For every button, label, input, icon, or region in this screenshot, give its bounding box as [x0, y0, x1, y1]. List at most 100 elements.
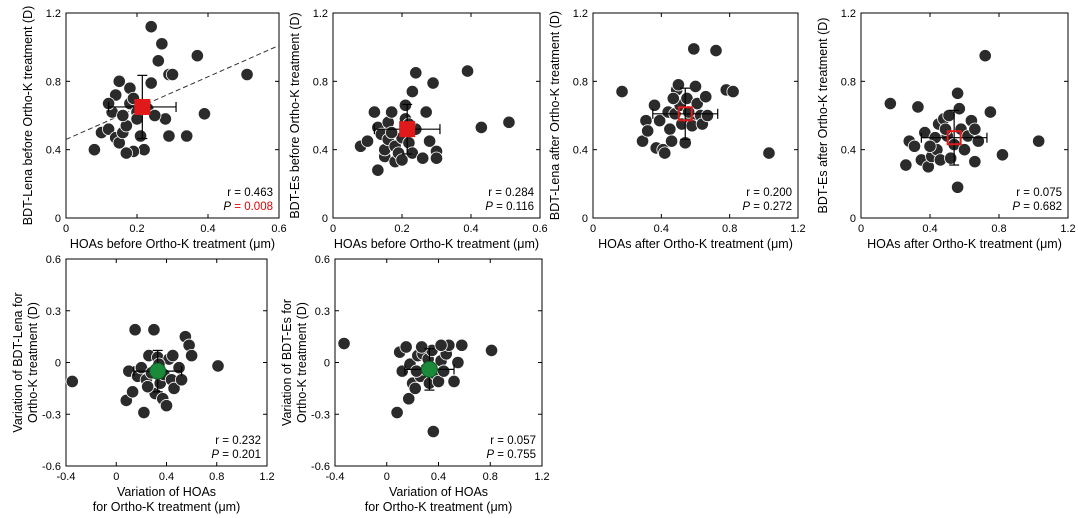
- y-axis-label: Variation of BDT-Lena for: [11, 292, 25, 432]
- x-tick-label: 0: [113, 471, 119, 483]
- data-point: [923, 139, 937, 153]
- data-point: [426, 76, 440, 90]
- x-tick-label: 0.4: [159, 471, 174, 483]
- p-value-label: P = 0.272: [742, 201, 792, 213]
- x-tick-label: 0.4: [922, 223, 937, 235]
- data-point: [687, 42, 701, 56]
- y-axis-label: BDT-Lena before Ortho-K treatment (D): [21, 6, 35, 226]
- r-value-label: r = 0.075: [1016, 187, 1062, 199]
- x-tick-label: 1.2: [259, 471, 274, 483]
- data-point: [148, 108, 162, 123]
- x-axis-label: for Ortho-K treatment (μm): [365, 500, 513, 514]
- data-point: [167, 381, 181, 395]
- data-point: [102, 122, 116, 136]
- data-point: [405, 84, 419, 99]
- data-point: [147, 323, 161, 337]
- x-tick-label: -0.4: [326, 471, 345, 483]
- x-tick-label: 0.8: [209, 471, 224, 483]
- x-tick-label: 0: [330, 223, 336, 235]
- chart-panel-3: 0 0.4 0.8 1.2 0 0.4 0.8 1.2 HOAs after Ortho-K t…: [548, 8, 806, 251]
- y-tick-label: -0.3: [42, 409, 61, 421]
- y-tick-label: 0.8: [841, 76, 856, 88]
- y-tick-label: 1.2: [841, 8, 856, 20]
- y-tick-label: -0.3: [311, 409, 330, 421]
- x-axis-label: Variation of HOAs: [117, 485, 216, 499]
- p-symbol: P: [486, 449, 494, 461]
- p-value: = 0.116: [496, 201, 534, 213]
- p-symbol: P: [742, 201, 750, 213]
- data-point: [671, 78, 686, 92]
- data-point: [663, 122, 677, 136]
- p-value-label: P = 0.755: [486, 449, 536, 461]
- y-tick-label: 0: [55, 213, 61, 225]
- y-tick-label: 1.2: [573, 8, 588, 20]
- data-point: [144, 20, 158, 34]
- y-axis-label: BDT-Es after Ortho-K treatment (D): [816, 18, 830, 214]
- data-point: [938, 122, 953, 136]
- p-symbol: P: [1012, 201, 1020, 213]
- data-point: [416, 151, 430, 165]
- data-point: [429, 151, 444, 165]
- y-tick-label: 0: [582, 213, 588, 225]
- y-tick-label: 0.3: [315, 306, 330, 318]
- y-tick-label: 0.4: [841, 145, 856, 157]
- data-point: [950, 86, 965, 100]
- data-point: [434, 338, 448, 352]
- p-value-label: P = 0.682: [1012, 201, 1062, 213]
- data-point: [133, 129, 148, 143]
- y-tick-label: 1.2: [46, 8, 61, 20]
- x-tick-label: 0.2: [394, 223, 409, 235]
- data-point: [409, 66, 423, 80]
- data-point: [385, 125, 399, 140]
- data-point: [240, 67, 254, 82]
- data-point: [995, 148, 1010, 162]
- x-tick-label: 0.2: [129, 223, 144, 235]
- x-tick-label: 0: [858, 223, 864, 235]
- p-value-label: P = 0.116: [485, 201, 534, 213]
- data-point: [409, 364, 424, 378]
- data-point: [65, 374, 79, 389]
- r-value-label: r = 0.057: [490, 435, 536, 447]
- data-point: [165, 67, 180, 82]
- data-point: [419, 105, 433, 119]
- p-value: = 0.272: [753, 201, 792, 213]
- data-point: [141, 380, 155, 394]
- p-symbol: P: [485, 201, 493, 213]
- x-axis-label: Variation of HOAs: [389, 485, 488, 499]
- data-point: [431, 374, 446, 389]
- p-value-label: P = 0.008: [223, 201, 273, 213]
- data-point: [1032, 134, 1046, 148]
- data-point: [451, 355, 465, 370]
- data-point: [978, 49, 992, 63]
- data-point: [395, 153, 409, 167]
- data-point: [699, 90, 713, 104]
- data-point: [911, 100, 925, 114]
- data-point: [641, 124, 655, 138]
- mean-marker: [420, 360, 438, 378]
- data-point: [447, 374, 461, 389]
- r-value-label: r = 0.200: [746, 187, 792, 199]
- y-tick-label: 0.6: [46, 254, 61, 266]
- data-point: [398, 98, 413, 112]
- x-tick-label: 0.8: [483, 471, 498, 483]
- data-point: [942, 108, 956, 123]
- x-axis-label: HOAs before Ortho-K treatment (μm): [70, 237, 275, 251]
- data-point: [197, 107, 212, 121]
- data-point: [968, 155, 982, 169]
- y-axis-label: BDT-Lena after Ortho-K treatment (D): [548, 11, 562, 220]
- data-point: [474, 120, 488, 135]
- x-tick-label: 0: [590, 223, 596, 235]
- data-point: [971, 134, 985, 148]
- data-point: [185, 348, 199, 363]
- p-value: = 0.755: [497, 449, 536, 461]
- x-tick-label: 0.4: [463, 223, 478, 235]
- data-point: [211, 359, 225, 373]
- data-point: [116, 108, 130, 123]
- data-point: [155, 37, 169, 51]
- y-tick-label: 0.4: [573, 145, 588, 157]
- x-tick-label: 0: [63, 223, 69, 235]
- data-point: [390, 405, 404, 420]
- r-value-label: r = 0.232: [215, 435, 261, 447]
- y-tick-label: 0: [322, 213, 328, 225]
- r-value-label: r = 0.463: [227, 187, 273, 199]
